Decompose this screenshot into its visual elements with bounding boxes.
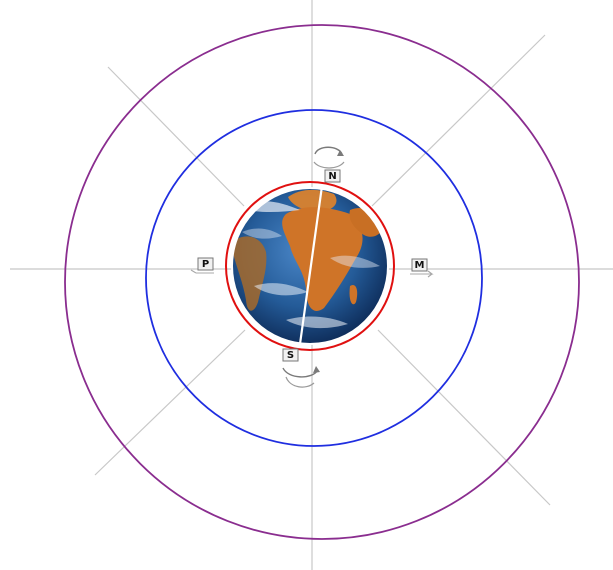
diagonal-axis-lower-left — [94, 329, 246, 476]
left-label: P — [202, 259, 209, 270]
south-marker: S — [282, 348, 299, 362]
inner-orbit — [225, 181, 395, 351]
diagonal-axis-lower-right — [377, 329, 551, 506]
rotate-arrows-icon — [313, 146, 345, 169]
diagonal-axis-upper-right — [371, 34, 546, 207]
right-marker: M — [410, 258, 434, 278]
outer-orbit — [64, 24, 580, 540]
north-marker: N — [324, 169, 341, 183]
rotate-arrows-icon — [282, 366, 320, 388]
middle-orbit — [145, 109, 483, 447]
diagonal-axis-upper-left — [107, 66, 245, 207]
left-marker: P — [190, 257, 214, 274]
north-label: N — [328, 171, 336, 182]
right-label: M — [415, 260, 425, 271]
earth-rotation-axis — [298, 185, 324, 345]
south-label: S — [287, 350, 294, 361]
